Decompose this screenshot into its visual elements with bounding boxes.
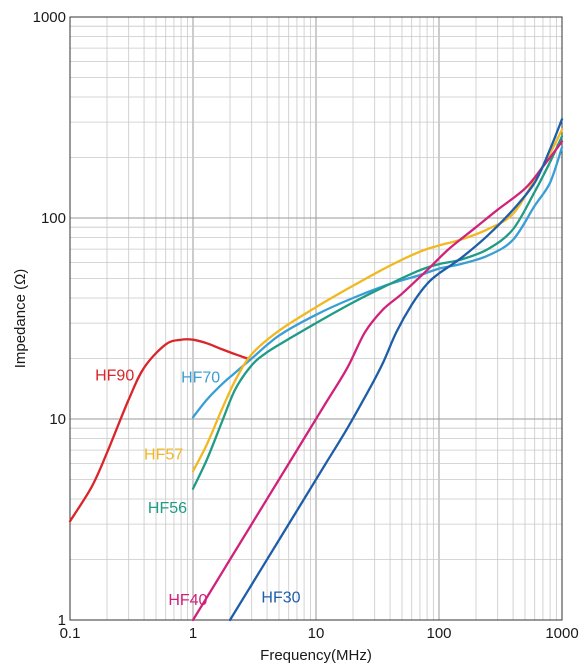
series-line-hf30 (228, 118, 564, 622)
series-line-hf90 (68, 338, 252, 523)
series-label-hf30: HF30 (261, 590, 300, 607)
grid-lines (69, 17, 562, 621)
y-axis-label: Impedance (Ω) (12, 269, 29, 369)
x-tick-labels: 0.1 1 10 100 1000 (60, 625, 579, 642)
series-line-hf56 (191, 135, 564, 490)
y-tick-label: 1 (58, 612, 66, 629)
series-line-hf40 (191, 140, 564, 622)
series-label-hf40: HF40 (168, 592, 207, 609)
x-tick-label: 10 (308, 625, 325, 642)
x-tick-label: 1000 (545, 625, 578, 642)
y-tick-label: 10 (49, 411, 66, 428)
series-line-hf70 (191, 146, 564, 419)
x-axis-label: Frequency(MHz) (260, 647, 372, 664)
y-tick-label: 100 (41, 210, 66, 227)
y-tick-labels: 1 10 100 1000 (33, 9, 66, 629)
series-label-hf90: HF90 (95, 368, 134, 385)
x-tick-label: 1 (189, 625, 197, 642)
series-label-hf57: HF57 (144, 446, 183, 463)
plot-frame (69, 16, 563, 621)
series-label-hf56: HF56 (148, 500, 187, 517)
y-tick-label: 1000 (33, 9, 66, 26)
series-label-hf70: HF70 (181, 369, 220, 386)
series-line-hf57 (191, 128, 564, 473)
series-lines (68, 118, 564, 622)
x-tick-label: 100 (426, 625, 451, 642)
series-labels: HF90 HF70 HF57 HF56 HF40 HF30 (95, 368, 301, 609)
x-tick-label: 0.1 (60, 625, 81, 642)
